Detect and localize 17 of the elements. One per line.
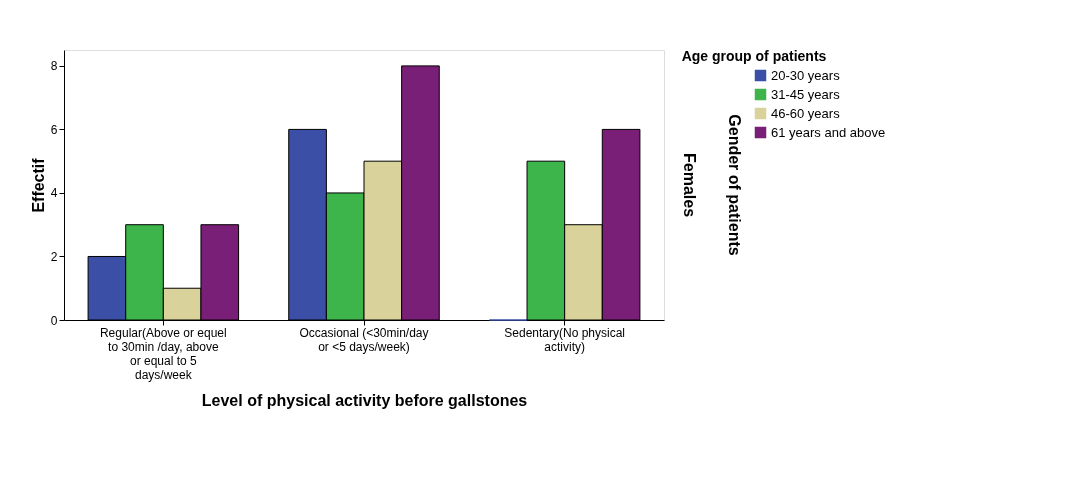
y-tick-label: 0 (50, 313, 58, 328)
legend-label: 20-30 years (771, 67, 841, 83)
y-tick-label: 8 (50, 59, 58, 74)
y2-axis-title: Gender of patients (726, 114, 743, 256)
x-axis-title: Level of physical activity before gallstones (201, 391, 528, 409)
legend-label: 31-45 years (771, 86, 841, 102)
x-tick-label: Regular(Above or equel to 30min /day, above or equal to 5 days/week (99, 325, 227, 382)
y-tick-label: 6 (50, 122, 58, 137)
x-tick-label: Sedentary(No physical activity) (504, 325, 626, 354)
y-tick-label: 4 (50, 186, 58, 201)
legend-label: 61 years and above (771, 124, 886, 140)
legend-label: 46-60 years (771, 105, 841, 121)
y-axis-title: Effectif (29, 157, 47, 213)
y-tick-label: 2 (50, 249, 58, 264)
x-tick-label: Occasional (<30min/day or <5 days/week) (299, 325, 429, 354)
text: Females (681, 152, 698, 218)
legend-title: Age group of patients (681, 48, 827, 64)
